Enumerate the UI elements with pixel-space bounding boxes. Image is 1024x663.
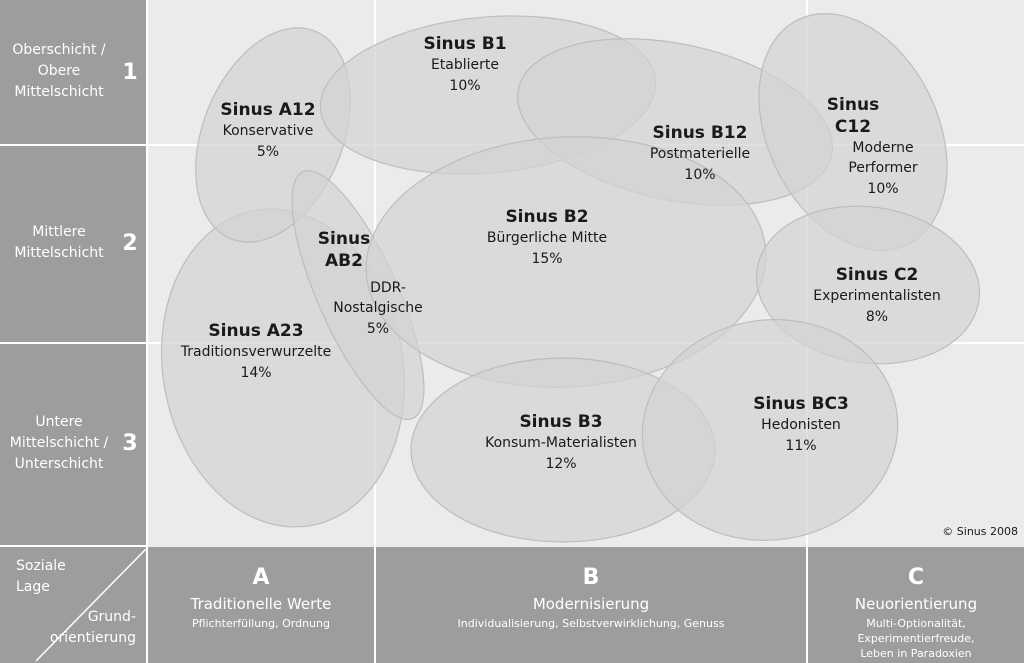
column-b-description: Individualisierung, Selbstverwirklichung… <box>457 617 725 630</box>
milieu-label: Postmaterielle <box>649 146 751 162</box>
corner-top-line: Soziale <box>16 558 66 574</box>
milieu-ab2: Sinus AB2 DDR- Nostalgische 5% <box>318 228 423 340</box>
column-c-description: Multi-Optionalität, Experimentierfreude, <box>857 617 975 645</box>
milieu-b2: Sinus B2 Bürgerliche Mitte 15% <box>487 206 607 270</box>
milieu-label: Konsum-Materialisten <box>485 435 637 451</box>
milieu-b12: Sinus B12 Postmaterielle 10% <box>650 122 750 186</box>
milieu-bc3: Sinus BC3 Hedonisten 11% <box>753 393 849 457</box>
column-a-description: Pflichterfüllung, Ordnung <box>192 617 330 630</box>
axis-corner: Soziale Lage Grund- orientierung <box>0 547 146 663</box>
milieu-label: Etablierte <box>430 57 500 73</box>
row-label-2-line: Mittlere <box>32 224 86 240</box>
milieu-name: C12 <box>834 117 872 137</box>
row-label-3-line: Mittelschicht / <box>9 435 109 451</box>
corner-bottom-line: orientierung <box>49 630 136 646</box>
milieu-label: Bürgerliche Mitte <box>486 230 608 246</box>
milieu-b1: Sinus B1 Etablierte 10% <box>423 33 506 97</box>
milieu-label: Nostalgische <box>333 300 423 316</box>
column-c-description: Leben in Paradoxien <box>860 647 972 660</box>
column-b-letter: B <box>582 565 600 590</box>
milieu-name: Sinus B1 <box>423 34 507 54</box>
milieu-b3: Sinus B3 Konsum-Materialisten 12% <box>485 411 637 475</box>
row-number-3: 3 <box>122 431 138 456</box>
row-number-1: 1 <box>122 60 138 85</box>
row-label-1-line: Mittelschicht <box>14 84 104 100</box>
column-a-title: Traditionelle Werte <box>190 595 332 613</box>
milieu-percent: 5% <box>366 321 390 337</box>
milieu-c2: Sinus C2 Experimentalisten 8% <box>813 264 941 328</box>
milieu-blobs <box>148 0 1024 547</box>
row-label-1: Oberschicht / Obere Mittelschicht 1 <box>0 0 146 144</box>
milieu-percent: 10% <box>684 167 716 183</box>
milieu-label: Hedonisten <box>761 417 841 433</box>
milieu-percent: 5% <box>256 144 280 160</box>
row-label-2: Mittlere Mittelschicht 2 <box>0 146 146 342</box>
column-a: A Traditionelle Werte Pflichterfüllung, … <box>148 547 374 663</box>
milieu-name: Sinus <box>317 229 371 249</box>
column-c-letter: C <box>907 565 925 590</box>
column-a-letter: A <box>252 565 270 590</box>
blob-bc3 <box>641 319 899 541</box>
copyright-notice: © Sinus 2008 <box>942 525 1018 538</box>
milieu-label: Moderne <box>852 140 914 156</box>
milieu-a23: Sinus A23 Traditionsverwurzelte 14% <box>181 320 331 384</box>
row-number-2: 2 <box>122 231 138 256</box>
milieu-label: Konservative <box>222 123 314 139</box>
corner-bottom-line: Grund- <box>87 609 136 625</box>
column-c-title: Neuorientierung <box>854 595 978 613</box>
milieu-name: AB2 <box>325 251 363 271</box>
milieu-name: Sinus C2 <box>835 265 919 285</box>
milieu-label: Performer <box>848 160 918 176</box>
milieu-label: DDR- <box>370 280 406 296</box>
row-label-3: Untere Mittelschicht / Unterschicht 3 <box>0 344 146 545</box>
milieu-name: Sinus B2 <box>505 207 589 227</box>
milieu-c12: Sinus C12 Moderne Performer 10% <box>827 94 918 200</box>
row-label-3-line: Untere <box>35 414 83 430</box>
milieu-name: Sinus A23 <box>208 321 304 341</box>
milieu-percent: 10% <box>867 181 899 197</box>
column-c: C Neuorientierung Multi-Optionalität, Ex… <box>808 547 1024 663</box>
milieu-percent: 10% <box>449 78 481 94</box>
milieu-label: Experimentalisten <box>813 288 941 304</box>
corner-top-line: Lage <box>16 579 50 595</box>
row-label-2-line: Mittelschicht <box>14 245 104 261</box>
milieu-percent: 15% <box>531 251 563 267</box>
milieu-percent: 14% <box>240 365 272 381</box>
milieu-name: Sinus <box>826 95 880 115</box>
row-label-1-line: Oberschicht / <box>12 42 106 58</box>
milieu-label: Traditionsverwurzelte <box>180 344 332 360</box>
milieu-name: Sinus BC3 <box>753 394 849 414</box>
column-b-title: Modernisierung <box>532 595 650 613</box>
milieu-percent: 12% <box>545 456 577 472</box>
milieu-percent: 11% <box>785 438 817 454</box>
row-label-1-line: Obere <box>37 63 81 79</box>
column-b: B Modernisierung Individualisierung, Sel… <box>376 547 806 663</box>
milieu-percent: 8% <box>865 309 889 325</box>
milieu-name: Sinus B3 <box>519 412 603 432</box>
milieu-a12: Sinus A12 Konservative 5% <box>220 99 315 163</box>
milieu-name: Sinus A12 <box>220 100 316 120</box>
milieu-map: Sinus A12 Konservative 5% Sinus B1 Etabl… <box>148 0 1024 547</box>
row-label-3-line: Unterschicht <box>14 456 104 472</box>
milieu-name: Sinus B12 <box>652 123 748 143</box>
corner-diagonal <box>35 548 146 662</box>
